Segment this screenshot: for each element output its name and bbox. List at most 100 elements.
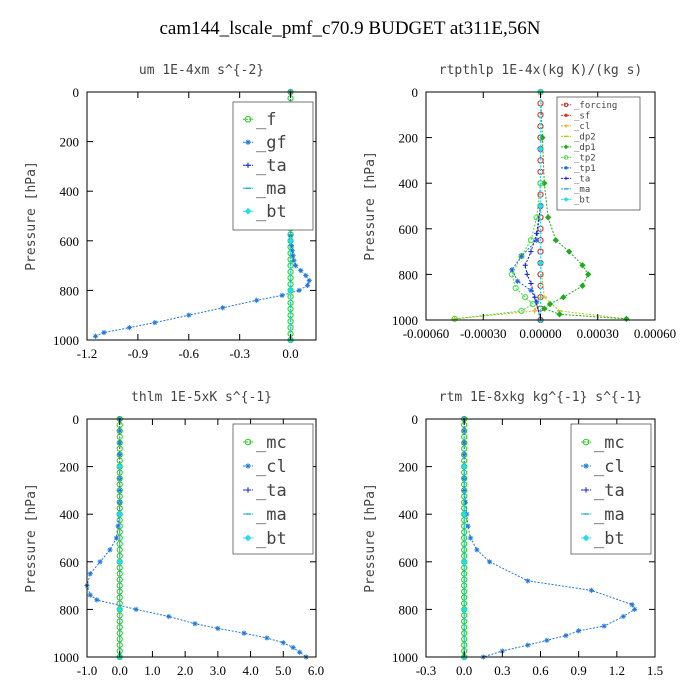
legend: _mc _cl _ta _ma _bt [570, 423, 652, 555]
data-point [87, 592, 93, 598]
data-point [512, 284, 519, 292]
legend-label: _ma [574, 185, 590, 195]
y-tick-label: 200 [60, 460, 80, 475]
data-point [461, 511, 468, 518]
legend-label: _tp1 [574, 164, 596, 174]
series-bt [461, 463, 468, 661]
x-tick-label: 5.0 [275, 663, 291, 678]
y-tick-label: 1000 [392, 650, 418, 665]
series-line [86, 419, 307, 658]
series-line [454, 92, 541, 320]
data-point [537, 145, 544, 153]
legend-swatch-marker [245, 487, 251, 493]
y-tick-label: 400 [60, 184, 80, 199]
data-point [528, 249, 534, 255]
data-point [290, 644, 296, 651]
legend-swatch-marker [564, 166, 568, 170]
x-tick-label: 1.2 [609, 663, 625, 678]
x-tick-label: 0.00000 [519, 326, 561, 341]
x-tick-label: 2.0 [177, 663, 193, 678]
data-point [528, 287, 534, 293]
data-point [133, 606, 139, 612]
data-point [620, 613, 626, 620]
y-tick-label: 0 [412, 85, 419, 100]
x-tick-label: -0.9 [128, 346, 149, 361]
x-tick-label: 0.3 [494, 663, 510, 678]
legend: _mc _cl _ta _ma _bt [232, 423, 314, 555]
data-point [116, 558, 123, 565]
data-point [522, 262, 528, 268]
y-tick-label: 0 [73, 412, 80, 427]
data-point [280, 640, 286, 646]
x-tick-label: -0.3 [416, 663, 437, 678]
series-line [454, 92, 541, 320]
data-point [186, 312, 192, 318]
legend-label: _f [256, 110, 276, 130]
series-dp1 [537, 88, 630, 323]
data-point [461, 463, 468, 470]
x-tick-label: -0.00060 [403, 326, 450, 341]
data-point [585, 271, 592, 278]
x-tick-label: 3.0 [210, 663, 226, 678]
data-point [474, 547, 480, 553]
legend-label: _tp2 [574, 154, 596, 164]
data-point [461, 606, 468, 613]
data-point [544, 637, 550, 643]
y-tick-label: 200 [399, 460, 419, 475]
data-point [534, 299, 540, 305]
x-tick-label: 6.0 [308, 663, 324, 678]
data-point [461, 440, 467, 446]
y-axis-label: Pressure [hPa] [24, 161, 39, 271]
legend-swatch-marker [582, 534, 590, 542]
legend-box [232, 423, 314, 555]
data-point [451, 315, 458, 322]
y-axis-label: Pressure [hPa] [363, 151, 378, 261]
legend-swatch-marker [563, 102, 569, 108]
x-tick-label: 0.0 [456, 663, 472, 678]
data-point [116, 511, 123, 518]
data-point [601, 623, 607, 629]
data-point [97, 559, 103, 565]
legend-box [570, 423, 652, 555]
x-tick-label: 0.00060 [634, 326, 676, 341]
data-point [94, 597, 100, 603]
legend-box [232, 101, 314, 231]
data-point [461, 428, 467, 434]
legend-label: _sf [574, 112, 590, 122]
data-point [115, 523, 121, 529]
data-point [528, 280, 534, 287]
data-point [152, 320, 158, 326]
series-line [524, 205, 541, 321]
data-point [296, 287, 302, 293]
data-point [467, 535, 474, 541]
y-tick-label: 400 [399, 507, 419, 522]
panel-title: rtpthlp 1E-4x(kg K)/(kg s) [439, 63, 643, 78]
x-tick-label: -0.6 [178, 346, 199, 361]
legend-label: _gf [256, 133, 287, 153]
x-tick-label: -0.3 [229, 346, 250, 361]
panel-thlm: thlm 1E-5xK s^{-1} Pressure [hPa] -1.0 0.0 1… [24, 390, 324, 678]
series-tp2 [451, 88, 544, 322]
data-point [287, 287, 294, 294]
data-point [117, 487, 123, 493]
data-point [293, 263, 299, 269]
data-point [525, 642, 531, 648]
legend-label: _dp1 [574, 143, 596, 153]
data-point [563, 632, 569, 639]
legend-swatch-marker [244, 115, 252, 123]
x-tick-label: -1.0 [77, 663, 98, 678]
legend-swatch-marker [244, 534, 252, 542]
data-point [509, 267, 515, 273]
legend-label: _bt [574, 196, 590, 206]
data-point [576, 628, 582, 634]
y-tick-label: 600 [399, 555, 419, 570]
legend-label: _mc [594, 433, 625, 453]
x-tick-label: 0.0 [112, 663, 128, 678]
data-point [560, 294, 567, 301]
series-line [511, 205, 541, 321]
data-point [534, 237, 540, 243]
y-tick-label: 400 [60, 507, 80, 522]
data-point [632, 606, 638, 612]
y-tick-label: 600 [60, 555, 80, 570]
legend-label: _dp2 [574, 133, 596, 143]
